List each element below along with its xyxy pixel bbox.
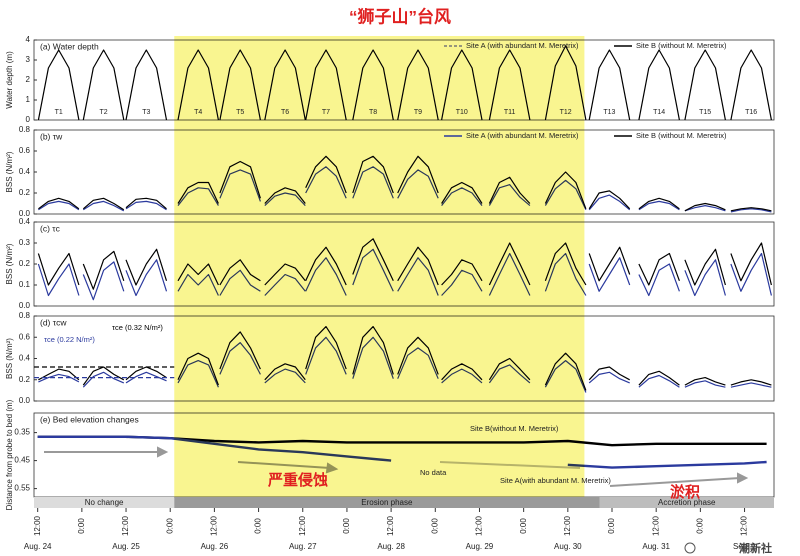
tide-label: T6	[281, 109, 289, 116]
panel-label: (a) Water depth	[40, 41, 99, 51]
panel-label: (e) Bed elevation changes	[40, 414, 139, 424]
date-label: Aug. 26	[201, 542, 229, 551]
x-tick-label: 0:00	[342, 518, 351, 534]
date-label: Aug. 28	[377, 542, 405, 551]
phase-bar	[599, 497, 774, 508]
tide-label: T13	[603, 109, 615, 116]
tide-label: T3	[142, 109, 150, 116]
y-tick-label: 0.6	[19, 146, 31, 155]
highlight-layer	[174, 36, 585, 497]
x-tick-label: 12:00	[651, 515, 660, 536]
x-tick-label: 0:00	[254, 518, 263, 534]
phase-label: Accretion phase	[658, 498, 716, 507]
tide-label: T14	[653, 109, 665, 116]
tide-label: T4	[194, 109, 202, 116]
y-tick-label: 0.2	[19, 259, 31, 268]
x-tick-label: 12:00	[121, 515, 130, 536]
threshold-label: τce (0.22 N/m²)	[44, 335, 95, 344]
date-label: Sep. 1	[733, 542, 757, 551]
x-tick-label: 12:00	[298, 515, 307, 536]
x-tick-label: 12:00	[563, 515, 572, 536]
y-tick-label: 0.4	[19, 217, 31, 226]
x-tick-label: 0:00	[77, 518, 86, 534]
y-tick-label: 0.2	[19, 375, 31, 384]
y-tick-label: 0.0	[19, 209, 31, 218]
tide-label: T15	[699, 109, 711, 116]
threshold-label: τce (0.32 N/m²)	[112, 323, 163, 332]
date-label: Aug. 29	[466, 542, 494, 551]
y-tick-label: 0.4	[19, 167, 31, 176]
x-tick-label: 12:00	[386, 515, 395, 536]
y-axis-label: BSS (N/m²)	[5, 338, 14, 379]
x-tick-label: 0:00	[519, 518, 528, 534]
date-label: Aug. 24	[24, 542, 52, 551]
text-layer: 0 1 2 3 4 Water depth (m) (a) Water depth Site …	[5, 35, 772, 555]
phase-bar	[174, 497, 600, 508]
tide-label: T11	[504, 109, 516, 116]
annotation: 严重侵蚀	[267, 471, 328, 489]
y-tick-label: 1	[26, 95, 31, 104]
x-tick-label: 12:00	[33, 515, 42, 536]
annotation: 淤积	[670, 483, 700, 501]
tide-label: T2	[99, 109, 107, 116]
y-tick-label: 0.0	[19, 301, 31, 310]
y-tick-label: 2	[26, 75, 31, 84]
x-tick-label: 12:00	[210, 515, 219, 536]
y-tick-label: 3	[26, 55, 31, 64]
date-label: Aug. 30	[554, 542, 582, 551]
legend-label: Site A (with abundant M. Meretrix)	[466, 131, 579, 140]
date-label: Aug. 31	[642, 542, 670, 551]
legend-label: Site B (without M. Meretrix)	[636, 41, 727, 50]
legend-label: Site B (without M. Meretrix)	[636, 131, 727, 140]
y-tick-label: 0.3	[19, 238, 31, 247]
y-tick-label: 0.0	[19, 396, 31, 405]
y-tick-label: 0.6	[19, 332, 31, 341]
annotation: No data	[420, 468, 447, 477]
tide-label: T10	[456, 109, 468, 116]
legend-label: Site A (with abundant M. Meretrix)	[466, 41, 579, 50]
phase-label: No change	[85, 498, 124, 507]
x-tick-label: 12:00	[740, 515, 749, 536]
tide-label: T7	[322, 109, 330, 116]
y-tick-label: 0	[26, 115, 31, 124]
y-tick-label: 0.1	[19, 280, 31, 289]
y-axis-label: Distance from probe to bed (m)	[5, 399, 14, 510]
phase-label: Erosion phase	[361, 498, 413, 507]
annotation: 潮新社	[739, 541, 772, 555]
annotation: Site B(without M. Meretrix)	[470, 424, 559, 433]
tide-label: T5	[236, 109, 244, 116]
y-tick-label: 0.8	[19, 125, 31, 134]
tide-label: T12	[560, 109, 572, 116]
tide-label: T16	[745, 109, 757, 116]
tide-label: T8	[369, 109, 377, 116]
y-tick-label: 0.8	[19, 311, 31, 320]
tide-label: T1	[55, 109, 63, 116]
y-tick-label: 4	[26, 35, 31, 44]
y-axis-label: Water depth (m)	[5, 51, 14, 109]
y-tick-label: 0.4	[19, 354, 31, 363]
date-label: Aug. 25	[112, 542, 140, 551]
y-axis-label: BSS (N/m²)	[5, 243, 14, 284]
x-tick-label: 12:00	[475, 515, 484, 536]
y-tick-label: 0.45	[14, 456, 30, 465]
erosion-highlight	[174, 36, 585, 497]
y-tick-label: 0.2	[19, 188, 31, 197]
y-tick-label: 0.55	[14, 484, 30, 493]
x-tick-label: 0:00	[430, 518, 439, 534]
panel-label: (d) τcw	[40, 317, 67, 327]
annotation: Site A(with abundant M. Meretrix)	[500, 476, 611, 485]
y-axis-label: BSS (N/m²)	[5, 151, 14, 192]
panel-label: (b) τw	[40, 131, 63, 141]
phase-bar	[34, 497, 175, 508]
tide-label: T9	[414, 109, 422, 116]
y-tick-label: 0.35	[14, 428, 30, 437]
x-tick-label: 0:00	[165, 518, 174, 534]
chart-title: “狮子山”台风	[349, 6, 451, 26]
watermark-icon	[684, 542, 696, 554]
panel-label: (c) τc	[40, 223, 61, 233]
x-tick-label: 0:00	[695, 518, 704, 534]
date-label: Aug. 27	[289, 542, 317, 551]
x-tick-label: 0:00	[607, 518, 616, 534]
